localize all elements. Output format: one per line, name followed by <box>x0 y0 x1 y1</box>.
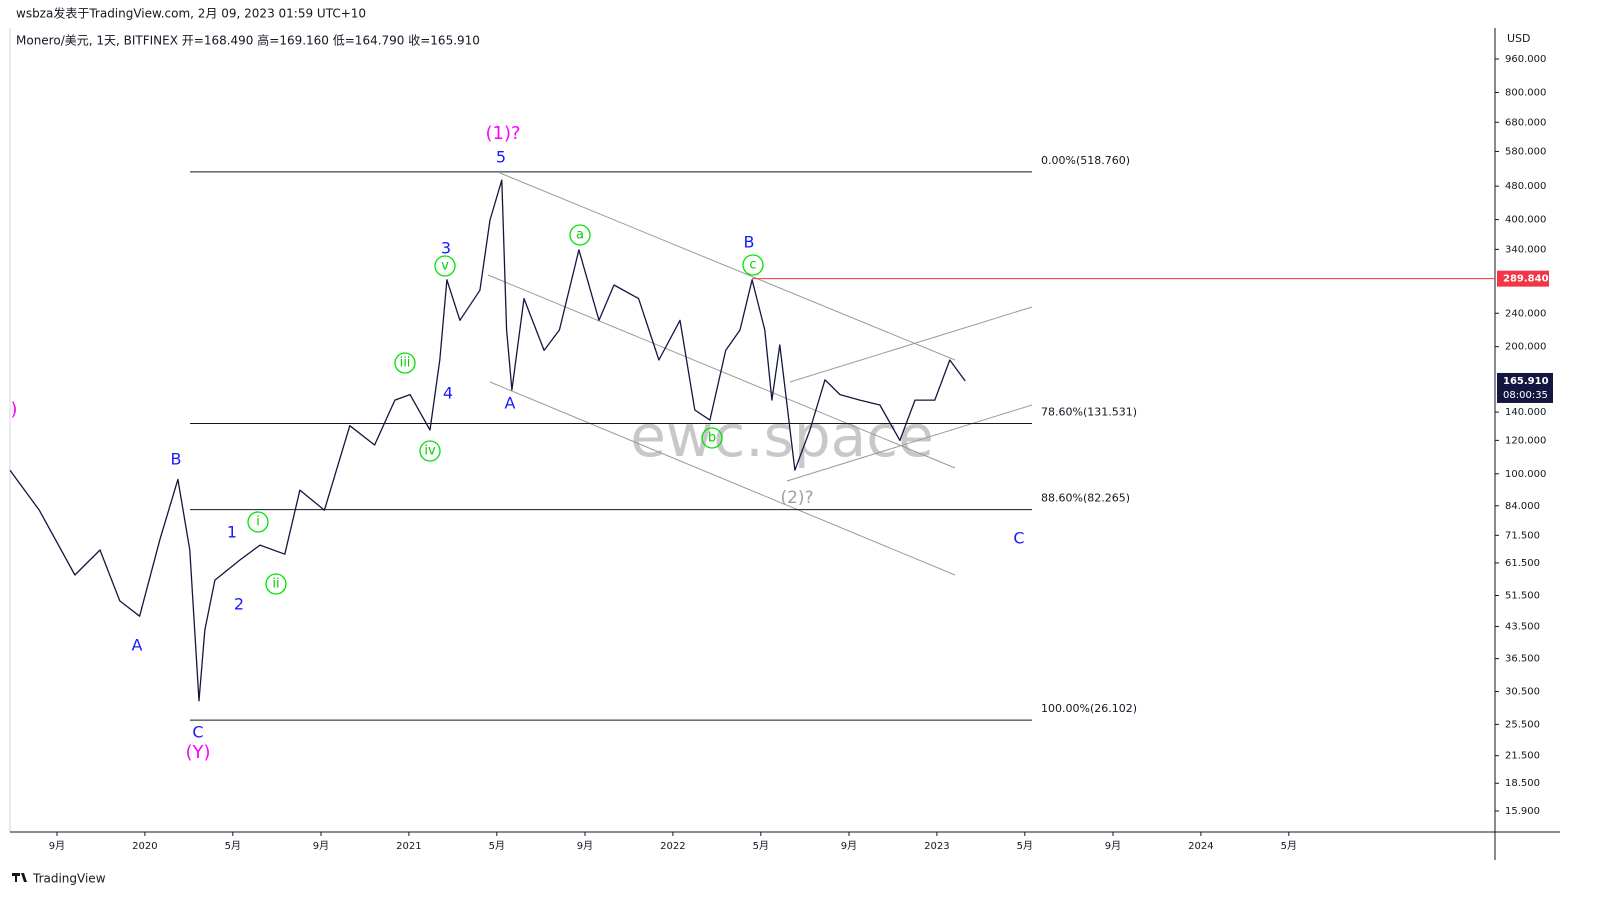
x-tick-label: 5月 <box>225 840 241 852</box>
y-tick-label: 84.000 <box>1505 501 1540 512</box>
wave-label: iv <box>424 444 436 459</box>
y-tick-label: 400.000 <box>1505 215 1546 226</box>
wave-label: A <box>132 636 143 655</box>
symbol-info: Monero/美元, 1天, BITFINEX 开=168.490 高=169.… <box>16 33 480 48</box>
channel-line <box>489 381 956 576</box>
red-label: 289.840 <box>1503 274 1549 285</box>
wave-label: (Y) <box>185 742 210 763</box>
wave-label: iii <box>400 356 411 371</box>
wave-label: B <box>171 450 182 469</box>
y-tick-label: 240.000 <box>1505 308 1546 319</box>
y-tick-label: 25.500 <box>1505 719 1540 730</box>
x-tick-label: 5月 <box>1281 840 1297 852</box>
wave-label: 1 <box>227 523 237 542</box>
y-tick-label: 36.500 <box>1505 654 1540 665</box>
y-tick-label: 51.500 <box>1505 590 1540 601</box>
fib-label: 0.00%(518.760) <box>1041 154 1130 167</box>
x-tick-label: 5月 <box>489 840 505 852</box>
y-tick-label: 140.000 <box>1505 407 1546 418</box>
wave-circle <box>742 254 764 276</box>
x-tick-label: 2021 <box>396 841 421 852</box>
wave-label: A <box>505 394 516 413</box>
logo-icon <box>12 873 27 882</box>
currency: USD <box>1507 32 1531 45</box>
last-price-box <box>1497 372 1553 403</box>
x-tick-label: 9月 <box>1105 840 1121 852</box>
logo: TradingView <box>32 872 106 886</box>
wave-label: a <box>576 228 584 243</box>
y-tick-label: 43.500 <box>1505 621 1540 632</box>
x-tick-label: 2022 <box>660 841 685 852</box>
watermark: ewc.space <box>630 402 934 470</box>
y-tick-label: 200.000 <box>1505 342 1546 353</box>
channel-line <box>499 172 956 361</box>
wave-label: B <box>744 233 755 252</box>
wave-circle <box>434 255 456 277</box>
price-line <box>9 179 966 702</box>
countdown: 08:00:35 <box>1503 390 1548 401</box>
x-tick-label: 9月 <box>577 840 593 852</box>
y-tick-label: 30.500 <box>1505 687 1540 698</box>
wave-label: 5 <box>496 148 506 167</box>
x-tick-label: 9月 <box>313 840 329 852</box>
channel-line <box>786 404 1033 482</box>
wave-circle <box>701 427 723 449</box>
wave-circle <box>569 224 591 246</box>
wave-label: ) <box>10 399 17 420</box>
fib-label: 88.60%(82.265) <box>1041 492 1130 505</box>
wave-label: C <box>192 723 203 742</box>
y-tick-label: 71.500 <box>1505 530 1540 541</box>
wave-circle <box>394 352 416 374</box>
wave-label: c <box>749 258 756 273</box>
y-tick-label: 100.000 <box>1505 469 1546 480</box>
byline: wsbza发表于TradingView.com, 2月 09, 2023 01:… <box>16 6 366 21</box>
x-tick-label: 5月 <box>1017 840 1033 852</box>
x-tick-label: 2023 <box>924 841 949 852</box>
y-tick-label: 15.900 <box>1505 806 1540 817</box>
wave-label: 3 <box>441 239 451 258</box>
wave-label: 4 <box>443 384 453 403</box>
fib-label: 78.60%(131.531) <box>1041 406 1137 419</box>
red-label-box <box>1497 270 1549 287</box>
x-tick-label: 9月 <box>841 840 857 852</box>
wave-label: (1)? <box>485 123 520 144</box>
wave-circle <box>265 573 287 595</box>
x-tick-label: 2020 <box>132 841 157 852</box>
fib-label: 100.00%(26.102) <box>1041 702 1137 715</box>
wave-label: b <box>708 431 716 446</box>
wave-label: 2 <box>234 595 244 614</box>
y-tick-label: 960.000 <box>1505 54 1546 65</box>
y-tick-label: 61.500 <box>1505 558 1540 569</box>
y-tick-label: 800.000 <box>1505 87 1546 98</box>
x-tick-label: 9月 <box>49 840 65 852</box>
y-tick-label: 120.000 <box>1505 435 1546 446</box>
last-price: 165.910 <box>1503 376 1549 387</box>
y-tick-label: 18.500 <box>1505 778 1540 789</box>
x-tick-label: 5月 <box>753 840 769 852</box>
x-tick-label: 2024 <box>1188 841 1213 852</box>
y-tick-label: 21.500 <box>1505 751 1540 762</box>
wave-label: (2)? <box>780 488 813 508</box>
y-tick-label: 480.000 <box>1505 181 1546 192</box>
y-tick-label: 580.000 <box>1505 146 1546 157</box>
y-tick-label: 680.000 <box>1505 117 1546 128</box>
wave-circle <box>419 440 441 462</box>
wave-label: v <box>441 259 449 274</box>
wave-label: C <box>1013 529 1024 548</box>
y-tick-label: 340.000 <box>1505 244 1546 255</box>
channel-line <box>789 306 1033 383</box>
wave-label: ii <box>272 577 279 592</box>
wave-labels: (1)? 5 3 v iii 4 iv A a B c b (2)? C B A… <box>10 123 1024 763</box>
wave-circle <box>247 511 269 533</box>
wave-label: i <box>256 515 260 530</box>
